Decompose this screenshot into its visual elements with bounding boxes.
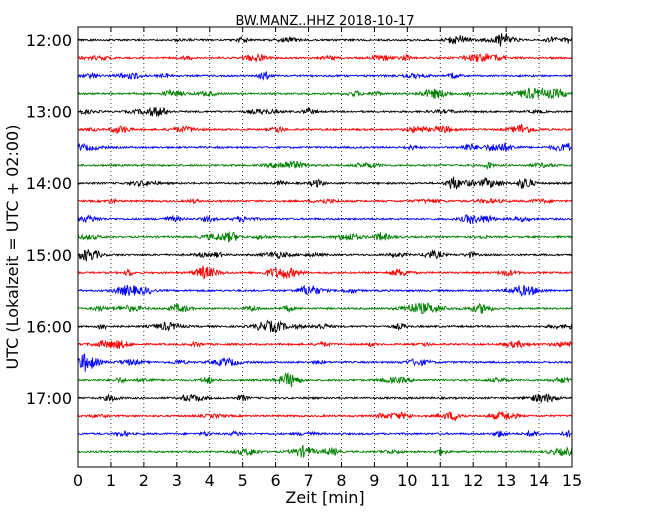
trace-11 — [77, 214, 572, 224]
x-axis-label: Zeit [min] — [285, 488, 364, 507]
x-tick-label-10: 10 — [397, 471, 417, 490]
trace-7 — [77, 141, 573, 152]
vertical-grid — [110, 27, 540, 467]
trace-3 — [77, 70, 573, 81]
y-tick-label-12:00: 12:00 — [26, 31, 72, 50]
x-tick-label-2: 2 — [139, 471, 149, 490]
x-axis-ticks: 0 1 2 3 4 5 6 7 8 9 10 11 12 13 14 15 — [73, 27, 582, 490]
trace-14 — [77, 265, 573, 280]
trace-9 — [77, 176, 572, 190]
trace-10 — [77, 197, 573, 205]
x-tick-label-9: 9 — [369, 471, 379, 490]
trace-24 — [77, 444, 573, 458]
seismic-traces — [77, 33, 573, 458]
trace-21 — [77, 393, 573, 404]
trace-17 — [77, 319, 573, 334]
x-tick-label-8: 8 — [336, 471, 346, 490]
trace-1 — [77, 33, 573, 47]
x-tick-label-7: 7 — [303, 471, 313, 490]
y-tick-label-15:00: 15:00 — [26, 246, 72, 265]
plot-frame — [77, 26, 573, 468]
x-tick-label-15: 15 — [562, 471, 582, 490]
chart-title: BW.MANZ..HHZ 2018-10-17 — [235, 14, 414, 29]
y-axis-ticks: 12:00 13:00 14:00 15:00 16:00 17:00 — [26, 31, 572, 408]
trace-20 — [77, 371, 573, 388]
y-axis-label: UTC (Lokalzeit = UTC + 02:00) — [3, 125, 22, 370]
y-tick-label-14:00: 14:00 — [26, 174, 72, 193]
y-tick-label-16:00: 16:00 — [26, 317, 72, 336]
trace-6 — [77, 123, 573, 134]
x-tick-label-0: 0 — [73, 471, 83, 490]
x-tick-label-11: 11 — [430, 471, 450, 490]
trace-5 — [77, 106, 573, 117]
x-tick-label-4: 4 — [205, 471, 215, 490]
x-tick-label-14: 14 — [529, 471, 549, 490]
y-tick-label-13:00: 13:00 — [26, 103, 72, 122]
x-tick-label-13: 13 — [496, 471, 516, 490]
trace-13 — [77, 248, 573, 263]
x-tick-label-12: 12 — [463, 471, 483, 490]
trace-12 — [77, 231, 573, 243]
trace-4 — [77, 87, 573, 101]
trace-15 — [77, 284, 573, 298]
trace-23 — [77, 429, 573, 439]
trace-2 — [77, 52, 573, 62]
trace-8 — [77, 160, 573, 170]
x-tick-label-5: 5 — [238, 471, 248, 490]
trace-18 — [77, 339, 573, 349]
trace-22 — [77, 411, 572, 422]
x-tick-label-6: 6 — [271, 471, 281, 490]
trace-19 — [77, 353, 573, 372]
x-tick-label-3: 3 — [172, 471, 182, 490]
y-tick-label-17:00: 17:00 — [26, 389, 72, 408]
trace-16 — [77, 302, 572, 315]
x-tick-label-1: 1 — [106, 471, 116, 490]
